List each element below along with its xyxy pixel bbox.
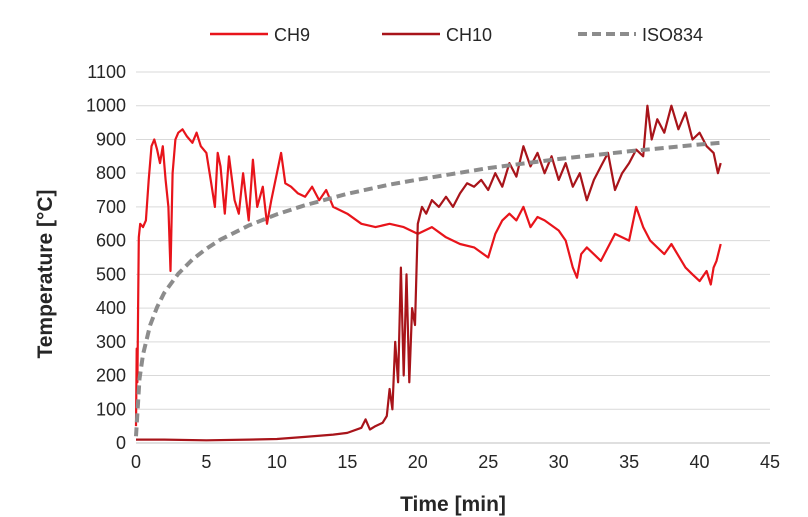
x-tick-label: 15 (337, 452, 357, 472)
x-tick-label: 10 (267, 452, 287, 472)
y-tick-label: 300 (96, 332, 126, 352)
series-line-ch9 (134, 128, 722, 427)
x-tick-label: 30 (549, 452, 569, 472)
legend-label-ch10: CH10 (446, 25, 492, 45)
x-tick-label: 40 (690, 452, 710, 472)
y-tick-label: 200 (96, 366, 126, 386)
x-tick-label: 20 (408, 452, 428, 472)
y-tick-label: 100 (96, 399, 126, 419)
y-tick-label: 1100 (87, 62, 126, 82)
x-tick-label: 45 (760, 452, 780, 472)
y-tick-label: 700 (96, 197, 126, 217)
y-tick-label: 600 (96, 231, 126, 251)
y-tick-label: 500 (96, 264, 126, 284)
x-tick-label: 35 (619, 452, 639, 472)
y-tick-label: 0 (116, 433, 126, 453)
y-tick-label: 400 (96, 298, 126, 318)
legend-label-iso834: ISO834 (642, 25, 703, 45)
series-line-ch10 (136, 104, 722, 442)
x-tick-label: 5 (201, 452, 211, 472)
y-tick-label: 800 (96, 163, 126, 183)
legend-label-ch9: CH9 (274, 25, 310, 45)
y-axis-title: Temperature [°C] (34, 189, 57, 358)
series-line-iso834 (134, 140, 721, 437)
y-tick-label: 1000 (86, 96, 126, 116)
tick-labels: 0 100 200 300 400 500 600 700 800 900 1000 1100 0 5 10… (86, 62, 780, 472)
x-tick-label: 0 (131, 452, 141, 472)
legend: CH9 CH10 ISO834 (210, 25, 703, 45)
series-layer (134, 104, 722, 442)
x-tick-label: 25 (478, 452, 498, 472)
x-axis-title: Time [min] (400, 493, 506, 516)
y-tick-label: 900 (96, 129, 126, 149)
